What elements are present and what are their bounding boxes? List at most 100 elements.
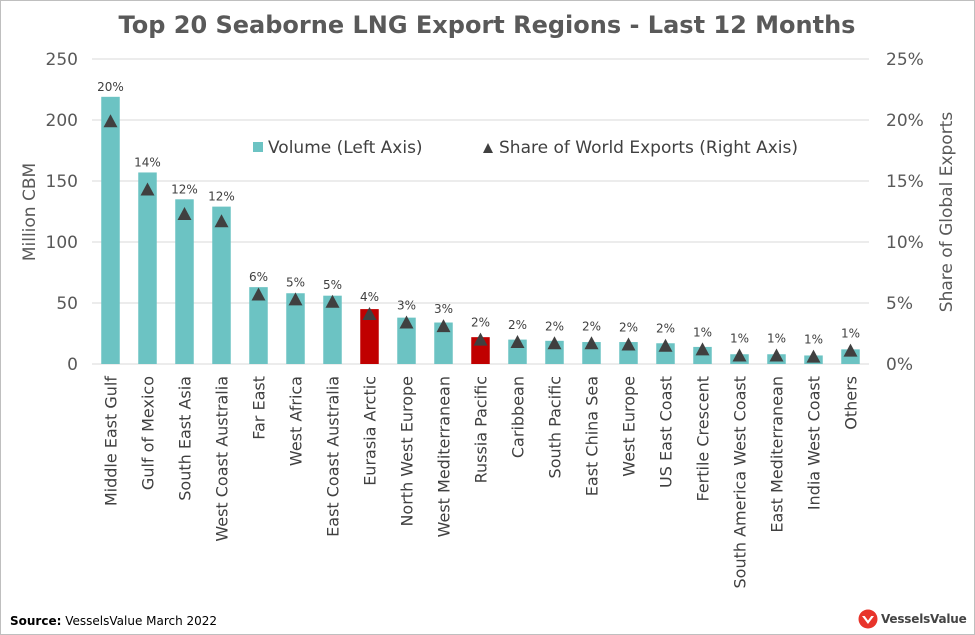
share-data-label: 1% xyxy=(767,331,786,345)
right-tick-label: 5% xyxy=(886,294,913,314)
share-data-label: 3% xyxy=(434,302,453,316)
share-data-labels: 20% 14% 12% 12% 6% 5% 5% 4% 3% 3% 2% 2% 2% 2% 2% 2% 1% 1%… xyxy=(97,80,860,347)
bar xyxy=(175,199,194,364)
share-marker-triangle xyxy=(140,182,155,196)
legend-label-volume: Volume (Left Axis) xyxy=(268,138,423,158)
share-data-label: 20% xyxy=(97,80,124,94)
category-label: Fertile Crescent xyxy=(694,376,713,501)
share-marker-triangle xyxy=(399,315,414,329)
legend-triangle-icon xyxy=(483,143,493,153)
share-data-label: 1% xyxy=(804,333,823,347)
category-label: West Europe xyxy=(620,376,639,477)
share-marker-triangle xyxy=(362,306,377,320)
legend: Volume (Left Axis) Share of World Export… xyxy=(253,138,798,158)
category-labels: Middle East Gulf Gulf of Mexico South East… xyxy=(102,376,861,589)
share-data-label: 6% xyxy=(249,270,268,284)
left-tick-label: 50 xyxy=(56,294,78,314)
category-label: Eurasia Arctic xyxy=(361,376,380,486)
right-axis-ticks: 0% 5% 10% 15% 20% 25% xyxy=(886,50,924,375)
source-note: Source: VesselsValue March 2022 xyxy=(10,614,217,628)
source-label: Source: xyxy=(10,614,62,628)
share-data-label: 2% xyxy=(582,319,601,333)
share-data-label: 3% xyxy=(397,299,416,313)
left-tick-label: 200 xyxy=(46,111,78,131)
bar xyxy=(212,206,231,364)
bar xyxy=(397,317,416,364)
share-marker-triangle xyxy=(621,337,636,351)
category-label: Caribbean xyxy=(509,376,528,458)
category-label: West Coast Australia xyxy=(213,376,232,542)
right-tick-label: 0% xyxy=(886,355,913,375)
category-label: India West Coast xyxy=(805,376,824,510)
left-tick-label: 0 xyxy=(67,355,78,375)
share-data-label: 14% xyxy=(134,155,161,169)
category-label: East Mediterranean xyxy=(768,376,787,533)
share-marker-triangle xyxy=(103,114,118,128)
share-marker-triangle xyxy=(436,319,451,333)
bar xyxy=(323,295,342,364)
category-label: South East Asia xyxy=(176,376,195,501)
share-data-label: 2% xyxy=(619,320,638,334)
share-marker-triangle xyxy=(658,338,673,352)
share-marker-triangle xyxy=(695,342,710,356)
brand-logo: VesselsValue xyxy=(858,609,967,629)
bar xyxy=(138,172,157,364)
right-tick-label: 25% xyxy=(886,50,924,70)
right-tick-label: 10% xyxy=(886,233,924,253)
share-marker-triangle xyxy=(510,335,525,349)
volume-bars xyxy=(101,96,860,364)
left-tick-label: 100 xyxy=(46,233,78,253)
category-label: Russia Pacific xyxy=(472,376,491,483)
category-label: South Pacific xyxy=(546,376,565,478)
share-data-label: 2% xyxy=(656,322,675,336)
legend-label-share: Share of World Exports (Right Axis) xyxy=(499,138,798,158)
share-data-label: 2% xyxy=(471,316,490,330)
share-data-label: 5% xyxy=(286,275,305,289)
bar xyxy=(434,322,453,364)
right-axis-title: Share of Global Exports xyxy=(937,112,957,313)
category-label: East Coast Australia xyxy=(324,376,343,537)
share-data-label: 5% xyxy=(323,278,342,292)
left-axis-ticks: 0 50 100 150 200 250 xyxy=(46,50,78,375)
share-data-label: 2% xyxy=(508,318,527,332)
share-marker-triangle xyxy=(251,287,266,301)
chart-title: Top 20 Seaborne LNG Export Regions - Las… xyxy=(119,11,856,39)
bar xyxy=(101,96,120,364)
category-label: West Mediterranean xyxy=(435,376,454,537)
share-data-label: 1% xyxy=(730,331,749,345)
share-marker-triangle xyxy=(288,292,303,306)
share-marker-triangle xyxy=(214,214,229,228)
category-label: Others xyxy=(842,376,861,430)
category-label: Middle East Gulf xyxy=(102,376,121,507)
category-label: West Africa xyxy=(287,376,306,466)
share-marker-triangle xyxy=(843,343,858,357)
bar xyxy=(286,293,305,364)
share-data-label: 12% xyxy=(171,182,198,196)
category-label: Gulf of Mexico xyxy=(139,376,158,490)
category-label: East China Sea xyxy=(583,376,602,496)
category-label: South America West Coast xyxy=(731,376,750,588)
share-marker-triangle xyxy=(547,336,562,350)
left-axis-title: Million CBM xyxy=(20,163,40,261)
left-tick-label: 250 xyxy=(46,50,78,70)
share-marker-triangle xyxy=(806,349,821,363)
share-marker-triangle xyxy=(732,348,747,362)
brand-name: VesselsValue xyxy=(881,612,967,626)
source-text: VesselsValue March 2022 xyxy=(65,614,218,628)
share-data-label: 1% xyxy=(693,325,712,339)
right-tick-label: 15% xyxy=(886,172,924,192)
legend-swatch-volume xyxy=(253,142,263,152)
share-marker-triangle xyxy=(584,336,599,350)
category-label: North West Europe xyxy=(398,376,417,527)
category-label: US East Coast xyxy=(657,376,676,488)
bar xyxy=(249,287,268,364)
share-marker-triangle xyxy=(325,294,340,308)
left-tick-label: 150 xyxy=(46,172,78,192)
share-data-label: 2% xyxy=(545,319,564,333)
vesselsvalue-logo-icon xyxy=(858,609,878,629)
share-marker-triangle xyxy=(177,206,192,220)
share-data-label: 12% xyxy=(208,190,235,204)
share-marker-triangle xyxy=(473,332,488,346)
bar xyxy=(360,309,379,364)
